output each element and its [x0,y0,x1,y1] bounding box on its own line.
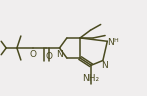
Text: N: N [108,38,114,47]
Text: N: N [56,50,63,59]
Text: N: N [101,61,108,70]
Text: O: O [45,52,52,61]
Text: O: O [30,50,37,59]
Text: H: H [113,38,118,43]
Text: NH₂: NH₂ [83,74,100,83]
